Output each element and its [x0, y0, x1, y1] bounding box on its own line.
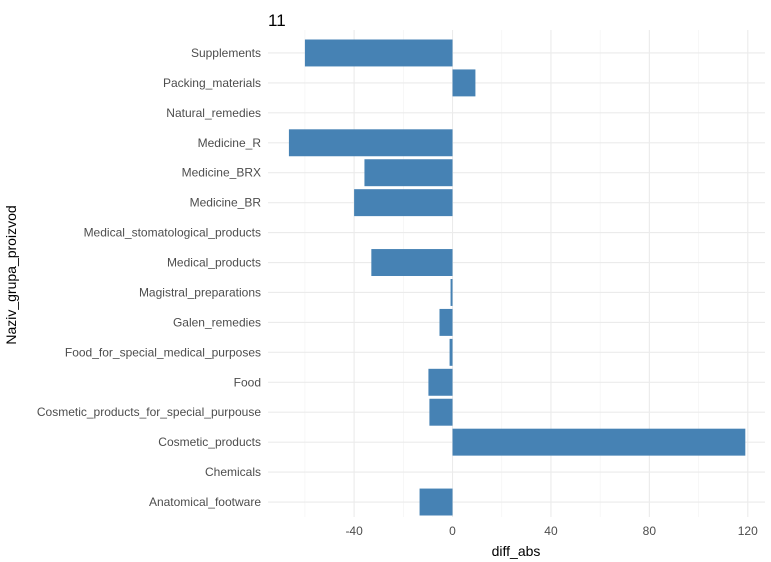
bar-Cosmetic_products_for_special_purpouse: [429, 398, 453, 426]
y-tick-label: Natural_remedies: [166, 106, 261, 120]
y-tick-label: Medical_products: [167, 256, 261, 270]
y-tick-label: Anatomical_footware: [149, 495, 261, 509]
x-tick-label: 80: [643, 524, 657, 538]
x-axis-label: diff_abs: [492, 543, 541, 559]
bar-Food_for_special_medical_purposes: [449, 338, 453, 366]
y-tick-label: Food: [234, 375, 261, 389]
y-tick-label: Chemicals: [205, 465, 261, 479]
y-tick-label: Galen_remedies: [173, 315, 261, 329]
x-tick-label: 120: [738, 524, 758, 538]
bar-Supplements: [304, 39, 453, 67]
chart-title: 11: [268, 11, 286, 30]
bar-Food: [428, 368, 453, 396]
x-tick-label: 0: [449, 524, 456, 538]
x-tick-label: -40: [345, 524, 363, 538]
y-tick-label: Food_for_special_medical_purposes: [65, 345, 261, 359]
bar-Medical_products: [371, 249, 453, 277]
y-tick-label: Medicine_BR: [190, 196, 262, 210]
bar-Packing_materials: [452, 69, 476, 97]
bar-Medicine_BRX: [364, 159, 453, 187]
x-tick-label: 40: [544, 524, 558, 538]
y-tick-label: Packing_materials: [163, 76, 261, 90]
y-axis-label: Naziv_grupa_proizvod: [3, 205, 19, 344]
bar-Anatomical_footware: [419, 488, 453, 516]
y-tick-label: Medical_stomatological_products: [84, 226, 261, 240]
bar-Medicine_BR: [354, 189, 453, 217]
y-tick-label: Magistral_preparations: [139, 285, 261, 299]
y-tick-label: Cosmetic_products: [158, 435, 261, 449]
y-tick-label: Cosmetic_products_for_special_purpouse: [37, 405, 261, 419]
bar-Galen_remedies: [439, 308, 453, 336]
y-tick-label: Supplements: [191, 46, 261, 60]
y-tick-label: Medicine_R: [198, 136, 262, 150]
y-tick-label: Medicine_BRX: [182, 166, 261, 180]
bar-Magistral_preparations: [450, 278, 453, 306]
bar-Medicine_R: [288, 129, 453, 157]
bar-Cosmetic_products: [452, 428, 746, 456]
